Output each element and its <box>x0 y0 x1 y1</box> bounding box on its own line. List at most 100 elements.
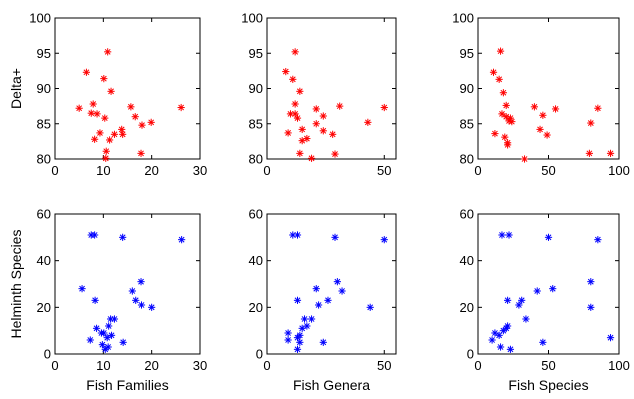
data-point <box>499 89 507 97</box>
data-point <box>284 329 292 337</box>
data-point <box>148 303 156 311</box>
y-tick-label: 80 <box>460 152 474 167</box>
data-point <box>119 233 127 241</box>
x-tick-label: 20 <box>144 163 158 178</box>
x-axis-label: Fish Genera <box>293 377 370 393</box>
data-point <box>587 303 595 311</box>
data-point <box>312 105 320 113</box>
y-tick-label: 100 <box>29 11 51 26</box>
data-point <box>380 236 388 244</box>
data-point <box>296 87 304 95</box>
data-point <box>98 341 106 349</box>
x-tick-label: 50 <box>377 163 391 178</box>
data-point <box>86 336 94 344</box>
data-point <box>119 338 127 346</box>
y-tick-label: 90 <box>460 81 474 96</box>
y-tick-label: 100 <box>452 11 474 26</box>
data-point <box>87 109 95 117</box>
data-point <box>606 334 615 342</box>
y-tick-label: 100 <box>241 11 263 26</box>
y-tick-label: 90 <box>37 81 51 96</box>
data-point <box>496 343 505 351</box>
data-point <box>118 125 126 133</box>
data-point <box>291 110 299 118</box>
axes-frame <box>54 213 201 355</box>
panel-top-left: 0 10 20 30 80 85 90 95 100 Delta+ <box>8 11 207 179</box>
x-tick-label: 100 <box>608 163 630 178</box>
data-point <box>127 103 135 111</box>
data-point <box>105 322 113 330</box>
y-tick-label: 95 <box>249 46 263 61</box>
y-tick-label: 20 <box>37 300 51 315</box>
data-point <box>298 125 306 133</box>
data-point <box>100 75 108 83</box>
data-point <box>495 331 503 339</box>
y-tick-label: 40 <box>460 253 474 268</box>
data-point <box>296 149 304 157</box>
data-point <box>93 110 101 118</box>
axes-frame <box>477 17 620 160</box>
data-point <box>132 296 140 304</box>
x-axis-label: Fish Families <box>86 377 168 393</box>
data-point <box>495 75 503 83</box>
data-point <box>312 120 320 128</box>
data-point <box>147 118 155 126</box>
data-point <box>329 130 337 138</box>
x-tick-label: 10 <box>96 163 110 178</box>
data-point <box>319 338 327 346</box>
data-point <box>319 127 327 135</box>
data-point <box>585 149 593 157</box>
y-tick-label: 80 <box>249 152 263 167</box>
data-point <box>101 114 109 122</box>
y-tick-label: 60 <box>37 207 51 222</box>
data-point <box>293 231 302 239</box>
data-point <box>91 135 99 143</box>
data-point <box>284 336 292 344</box>
axes-frame <box>54 17 201 160</box>
data-point <box>78 285 86 293</box>
data-point <box>307 154 316 162</box>
data-point <box>303 322 311 330</box>
data-point <box>518 296 526 304</box>
data-point <box>303 134 311 143</box>
data-point <box>282 67 290 76</box>
x-tick-label: 0 <box>474 163 481 178</box>
data-point <box>508 118 516 126</box>
data-point <box>106 136 114 144</box>
data-point <box>587 278 595 286</box>
data-point <box>91 231 99 239</box>
y-tick-label: 60 <box>249 207 263 222</box>
data-point <box>92 324 101 332</box>
data-point <box>539 111 547 119</box>
data-point <box>594 236 602 244</box>
y-tick-label: 20 <box>460 300 474 315</box>
y-tick-label: 90 <box>249 81 263 96</box>
data-point <box>551 105 560 113</box>
data-point <box>291 100 299 108</box>
data-point <box>606 149 615 157</box>
data-point <box>506 345 515 353</box>
x-tick-label: 0 <box>51 163 58 178</box>
x-tick-label: 10 <box>96 358 110 373</box>
data-point <box>543 131 551 139</box>
data-point <box>501 133 509 141</box>
data-point <box>315 301 323 309</box>
y-tick-label: 85 <box>37 116 51 131</box>
data-point <box>296 331 304 339</box>
y-tick-label: 20 <box>249 300 263 315</box>
data-point <box>107 87 115 95</box>
x-tick-label: 30 <box>193 163 207 178</box>
y-axis-label: Helminth Species <box>8 230 24 339</box>
data-point <box>536 125 544 133</box>
y-tick-label: 85 <box>460 116 474 131</box>
data-point <box>128 287 136 295</box>
data-point <box>539 338 547 346</box>
data-point <box>110 315 119 323</box>
data-point <box>102 147 110 155</box>
panel-bottom-right: 0 50 100 0 20 40 60 Fish Species <box>460 207 630 394</box>
y-tick-label: 40 <box>37 253 51 268</box>
x-tick-label: 30 <box>193 358 207 373</box>
y-tick-label: 0 <box>256 347 263 362</box>
data-point <box>594 104 602 112</box>
panel-top-right: 0 50 100 80 85 90 95 100 <box>452 11 630 179</box>
